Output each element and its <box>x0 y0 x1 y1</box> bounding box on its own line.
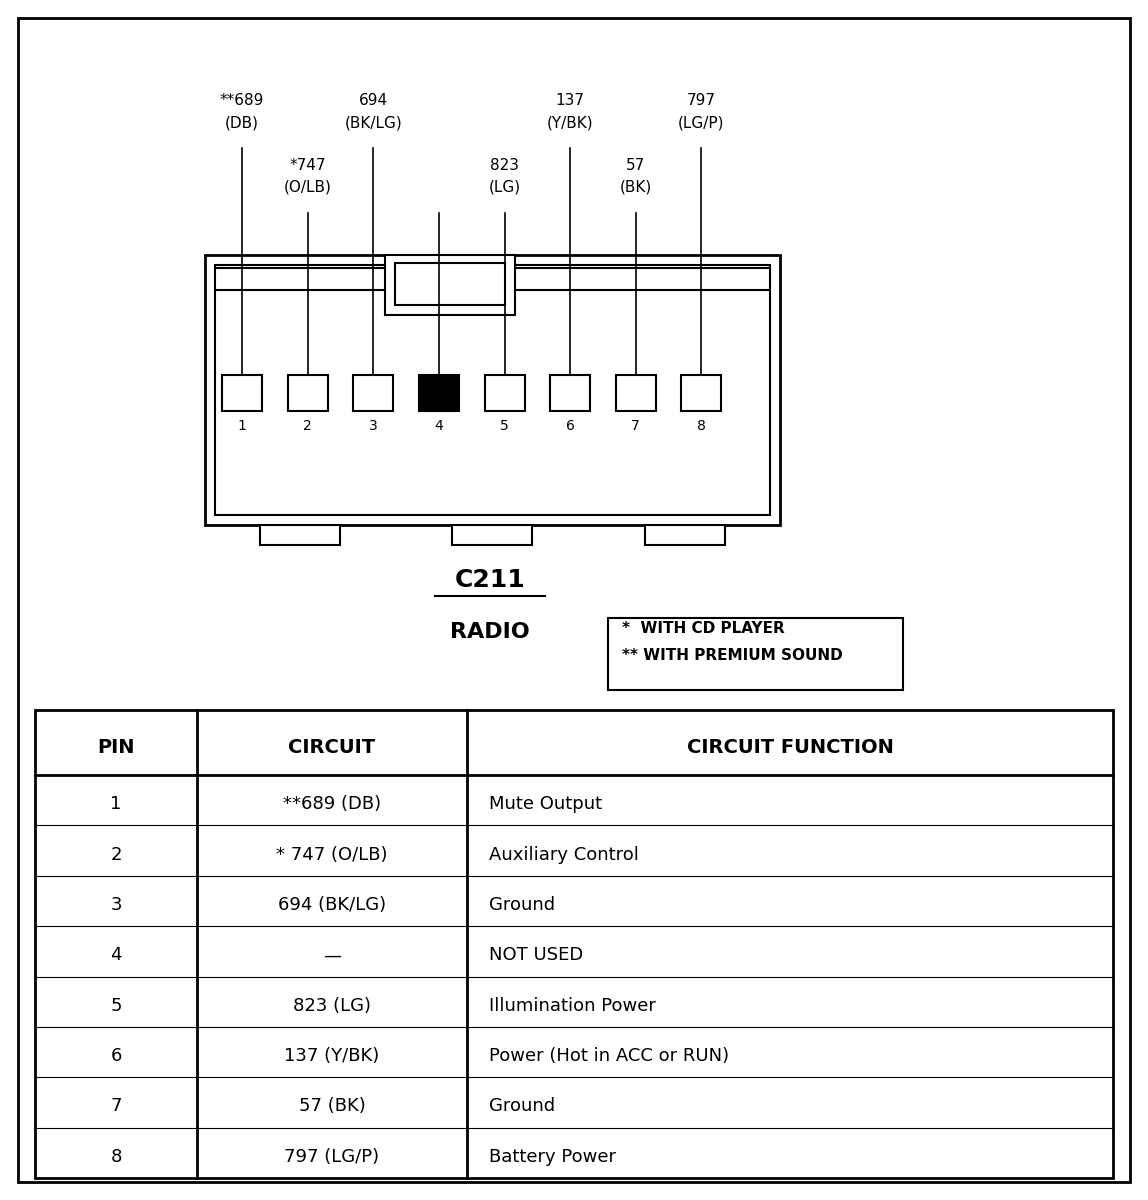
Text: 694 (BK/LG): 694 (BK/LG) <box>278 896 386 914</box>
Text: CIRCUIT FUNCTION: CIRCUIT FUNCTION <box>687 738 893 757</box>
Text: 4: 4 <box>110 947 122 965</box>
Text: 823: 823 <box>490 158 519 173</box>
Text: —: — <box>323 947 341 965</box>
Text: (BK/LG): (BK/LG) <box>344 115 402 130</box>
Bar <box>452 526 532 545</box>
Text: RADIO: RADIO <box>450 622 530 642</box>
Bar <box>34 710 1114 1178</box>
Bar <box>645 526 726 545</box>
Text: (DB): (DB) <box>225 115 259 130</box>
Bar <box>395 263 505 305</box>
Text: 57 (BK): 57 (BK) <box>298 1098 365 1116</box>
Text: Illumination Power: Illumination Power <box>489 997 656 1015</box>
Text: 4: 4 <box>434 419 443 433</box>
Text: 3: 3 <box>369 419 378 433</box>
Text: C211: C211 <box>455 568 526 592</box>
Text: 3: 3 <box>110 896 122 914</box>
Text: Mute Output: Mute Output <box>489 796 602 814</box>
Bar <box>354 374 394 410</box>
Text: 137 (Y/BK): 137 (Y/BK) <box>285 1048 380 1066</box>
Text: NOT USED: NOT USED <box>489 947 583 965</box>
Bar <box>615 374 656 410</box>
Bar <box>682 374 721 410</box>
Text: * 747 (O/LB): * 747 (O/LB) <box>277 846 388 864</box>
Text: 5: 5 <box>501 419 509 433</box>
Text: 137: 137 <box>556 92 584 108</box>
Bar <box>259 526 340 545</box>
Text: ** WITH PREMIUM SOUND: ** WITH PREMIUM SOUND <box>622 648 843 662</box>
Text: (O/LB): (O/LB) <box>284 180 332 194</box>
Text: 6: 6 <box>110 1048 122 1066</box>
Text: (BK): (BK) <box>620 180 652 194</box>
Text: 797: 797 <box>687 92 716 108</box>
Text: 694: 694 <box>358 92 388 108</box>
Text: 1: 1 <box>238 419 247 433</box>
Bar <box>385 254 515 314</box>
Text: Ground: Ground <box>489 1098 556 1116</box>
Bar <box>550 374 590 410</box>
Text: 797 (LG/P): 797 (LG/P) <box>285 1148 380 1166</box>
Text: Battery Power: Battery Power <box>489 1148 616 1166</box>
Bar <box>484 374 525 410</box>
Text: **689 (DB): **689 (DB) <box>282 796 381 814</box>
Text: Auxiliary Control: Auxiliary Control <box>489 846 639 864</box>
Text: 2: 2 <box>110 846 122 864</box>
Text: CIRCUIT: CIRCUIT <box>288 738 375 757</box>
Text: 2: 2 <box>303 419 312 433</box>
Text: PIN: PIN <box>98 738 134 757</box>
Text: *  WITH CD PLAYER: * WITH CD PLAYER <box>622 622 785 636</box>
Text: (LG/P): (LG/P) <box>678 115 724 130</box>
Text: 6: 6 <box>566 419 574 433</box>
Text: 8: 8 <box>110 1148 122 1166</box>
Text: 7: 7 <box>631 419 641 433</box>
Text: Power (Hot in ACC or RUN): Power (Hot in ACC or RUN) <box>489 1048 729 1066</box>
Text: 823 (LG): 823 (LG) <box>293 997 371 1015</box>
Text: 1: 1 <box>110 796 122 814</box>
Text: 5: 5 <box>110 997 122 1015</box>
Text: 8: 8 <box>697 419 706 433</box>
Text: *747: *747 <box>289 158 326 173</box>
Text: Ground: Ground <box>489 896 556 914</box>
Bar <box>419 374 459 410</box>
Bar <box>222 374 262 410</box>
Bar <box>215 265 770 515</box>
Text: 7: 7 <box>110 1098 122 1116</box>
Bar <box>608 618 903 690</box>
Text: (Y/BK): (Y/BK) <box>546 115 594 130</box>
Text: 57: 57 <box>626 158 645 173</box>
Bar <box>205 254 779 526</box>
Text: **689: **689 <box>219 92 264 108</box>
Text: (LG): (LG) <box>488 180 520 194</box>
Bar <box>288 374 327 410</box>
